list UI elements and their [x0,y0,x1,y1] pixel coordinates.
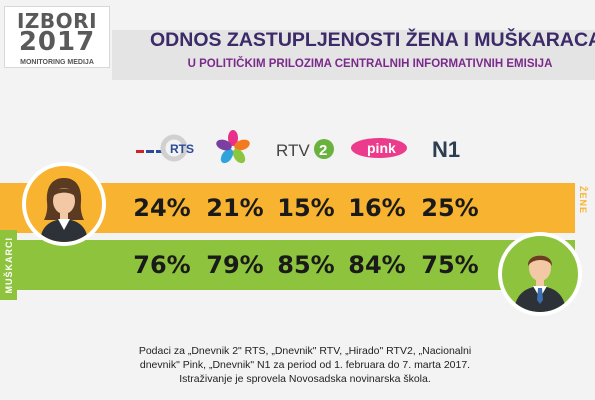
footnote-line-3: Istraživanje je sprovela Novosadska novi… [179,373,431,385]
man-avatar-icon [498,232,582,316]
men-pct-pink-star: 79% [206,251,264,279]
men-pct-rts: 76% [133,251,191,279]
men-side-tab [0,230,17,300]
izbori-logo: IZBORI 2017 MONITORING MEDIJA [4,6,110,68]
rts-logo-icon: RTS [136,134,194,162]
n1-logo-text: N1 [432,137,460,162]
men-side-label: MUŠKARCI [4,237,14,294]
women-pct-pink-star: 21% [206,194,264,222]
pink-logo-text: pink [367,140,396,156]
svg-text:2: 2 [319,142,327,159]
rts-logo-text: RTS [170,142,194,156]
women-pct-rts: 24% [133,194,191,222]
men-bar [0,240,575,290]
footnote-line-1: Podaci za „Dnevnik 2" RTS, „Dnevnik" RTV… [138,345,472,357]
men-pct-rtv2: 85% [277,251,335,279]
men-pct-n1: 75% [421,251,479,279]
women-pct-rtv2: 15% [277,194,335,222]
n1-logo-icon: N1 [432,137,460,162]
women-side-label: ŽENE [578,186,588,215]
men-pct-pink: 84% [348,251,406,279]
footnote-line-2: dnevnik" Pink, „Dnevnik" N1 za period od… [139,359,471,371]
woman-avatar-icon [22,162,106,246]
logo-year: 2017 [18,27,96,57]
pink-logo-icon: pink [351,138,407,158]
logo-title: IZBORI [16,9,98,33]
chart-subtitle: U POLITIČKIM PRILOZIMA CENTRALNIH INFORM… [187,58,553,70]
chart-title: ODNOS ZASTUPLJENOSTI ŽENA I MUŠKARACA [150,29,595,51]
rtv-logo-text: RTV [276,141,310,160]
footnote: Podaci za „Dnevnik 2" RTS, „Dnevnik" RTV… [95,344,515,386]
rtv2-logo-icon: RTV 2 [276,139,334,160]
women-pct-n1: 25% [421,194,479,222]
pink-star-logo-icon [216,130,250,164]
header-band [112,30,595,80]
logo-subtitle: MONITORING MEDIJA [20,59,94,66]
women-pct-pink: 16% [348,194,406,222]
